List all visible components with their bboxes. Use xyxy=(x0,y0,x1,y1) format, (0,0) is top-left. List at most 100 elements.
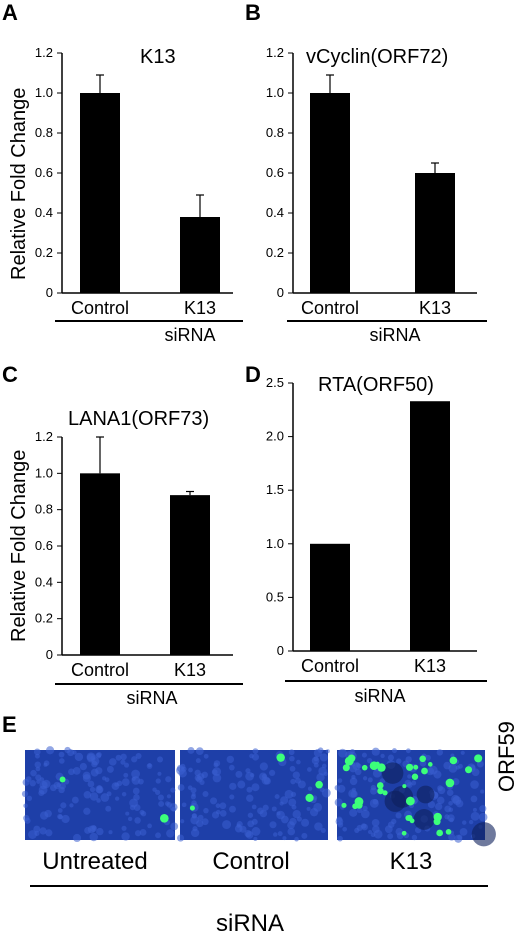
cell-nucleus xyxy=(276,810,285,820)
cell-nucleus xyxy=(454,834,463,843)
cell-nucleus xyxy=(139,828,147,836)
cell-nucleus xyxy=(56,783,61,788)
y-tick-label: 1.0 xyxy=(35,85,53,100)
positive-cell xyxy=(427,762,433,767)
positive-cell xyxy=(409,818,415,824)
positive-cell xyxy=(377,787,384,795)
cell-nucleus xyxy=(448,833,456,841)
cell-nucleus xyxy=(190,815,199,825)
chart-3: 0 0.5 1.0 1.5 2.0 2.5 Control K13 xyxy=(266,375,487,682)
y-tick-label: 0.6 xyxy=(266,165,284,180)
category-label: Control xyxy=(301,656,359,676)
cell-nucleus xyxy=(246,794,254,802)
cell-nucleus xyxy=(269,769,276,777)
cell-nucleus xyxy=(115,754,122,761)
cell-nucleus xyxy=(480,789,485,794)
cell-nucleus xyxy=(387,754,394,761)
cell-nucleus xyxy=(395,827,404,836)
y-tick-label: 0.6 xyxy=(35,538,53,553)
cell-nucleus xyxy=(318,766,327,776)
category-label: K13 xyxy=(414,656,446,676)
positive-cell xyxy=(419,755,427,763)
cell-nucleus xyxy=(188,767,193,773)
cell-nucleus xyxy=(427,800,436,809)
cell-nucleus xyxy=(74,752,84,762)
cell-nucleus xyxy=(405,748,411,754)
xgroup-d: siRNA xyxy=(354,686,406,706)
cell-nucleus xyxy=(213,760,221,767)
y-tick-label: 0 xyxy=(46,647,53,662)
cell-nucleus xyxy=(297,780,306,789)
cell-nucleus xyxy=(190,828,200,838)
cell-nucleus xyxy=(458,763,463,769)
cell-nucleus xyxy=(251,827,261,836)
cell-nucleus xyxy=(219,802,227,810)
cell-nucleus xyxy=(319,753,328,762)
y-tick-label: 2.5 xyxy=(266,375,284,390)
panel-letter-e: E xyxy=(2,712,17,737)
cell-nucleus xyxy=(187,785,193,791)
cell-nucleus xyxy=(68,768,75,776)
cell-nucleus xyxy=(157,756,164,763)
cell-nucleus xyxy=(325,749,330,754)
cell-nucleus xyxy=(87,780,95,788)
category-label: K13 xyxy=(184,298,216,318)
cell-nucleus xyxy=(250,773,255,778)
micrograph-control xyxy=(176,747,331,842)
micro-label-untreated: Untreated xyxy=(42,848,148,875)
cell-nucleus xyxy=(43,760,50,767)
cell-nucleus xyxy=(171,806,176,812)
y-tick-label: 0.2 xyxy=(35,611,53,626)
cell-nucleus xyxy=(247,812,254,818)
cell-nucleus xyxy=(229,794,235,800)
micro-label-k13: K13 xyxy=(389,848,433,875)
cell-nucleus xyxy=(434,802,443,811)
cell-nucleus xyxy=(446,789,454,797)
cell-nucleus xyxy=(387,821,395,828)
cell-nucleus xyxy=(127,816,133,822)
cell-nucleus xyxy=(191,792,196,797)
cell-nucleus xyxy=(72,833,82,843)
cell-nucleus xyxy=(91,760,98,768)
cell-nucleus xyxy=(197,814,204,821)
cell-nucleus xyxy=(181,802,187,808)
cell-nucleus xyxy=(349,808,358,817)
bar-control xyxy=(310,543,350,651)
title-a: K13 xyxy=(140,46,176,68)
y-tick-label: 0.8 xyxy=(35,502,53,517)
cell-nucleus xyxy=(219,810,227,817)
cell-nucleus xyxy=(57,808,63,813)
positive-cell xyxy=(474,754,483,763)
xgroup-a: siRNA xyxy=(164,325,216,345)
cell-nucleus xyxy=(356,824,363,831)
cell-nucleus xyxy=(34,830,40,836)
cell-nucleus xyxy=(361,752,367,758)
y-tick-label: 0.2 xyxy=(266,245,284,260)
cell-nucleus xyxy=(195,747,204,756)
cell-nucleus xyxy=(34,753,40,759)
cell-nucleus xyxy=(342,826,348,832)
cell-nucleus xyxy=(361,823,368,831)
cell-nucleus xyxy=(338,748,348,758)
cell-nucleus xyxy=(468,819,474,825)
cell-nucleus xyxy=(334,798,343,807)
bar-control xyxy=(80,93,120,293)
cell-nucleus xyxy=(355,762,360,767)
cell-nucleus xyxy=(121,832,130,841)
cell-nucleus xyxy=(448,801,453,806)
dark-region xyxy=(413,809,435,830)
positive-cell xyxy=(355,801,363,809)
title-b: vCyclin(ORF72) xyxy=(306,46,449,68)
cell-nucleus xyxy=(95,752,102,759)
cell-nucleus xyxy=(277,831,283,837)
cell-nucleus xyxy=(35,766,41,772)
cell-nucleus xyxy=(58,751,65,758)
cell-nucleus xyxy=(203,753,209,759)
cell-nucleus xyxy=(371,818,380,827)
cell-nucleus xyxy=(428,765,438,775)
positive-cell xyxy=(361,764,368,771)
cell-nucleus xyxy=(314,822,323,831)
positive-cell xyxy=(465,766,473,774)
cell-nucleus xyxy=(211,769,218,776)
